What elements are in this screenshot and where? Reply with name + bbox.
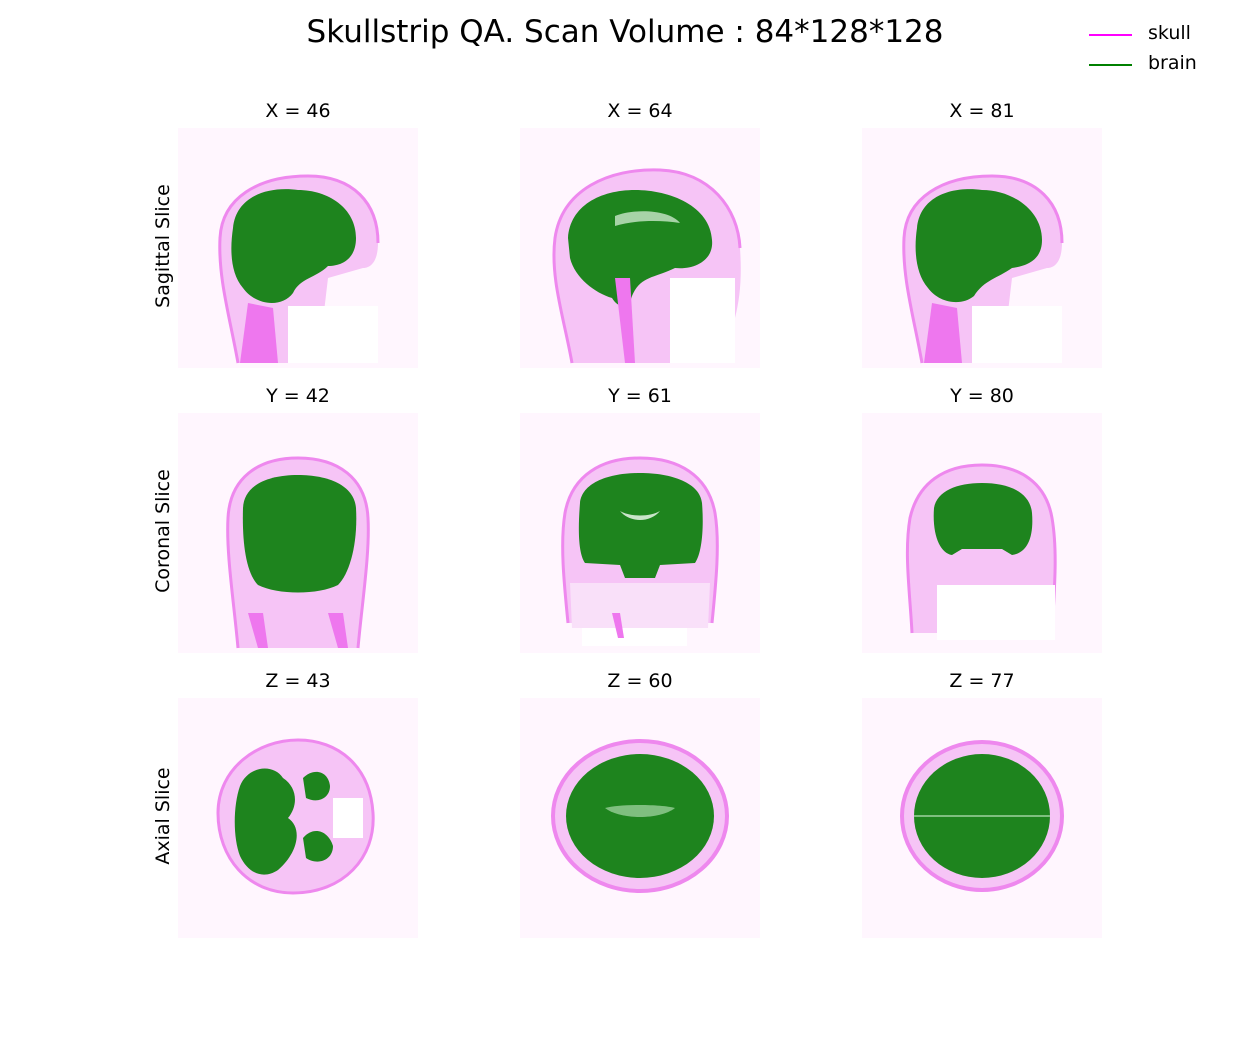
coronal-slice-y42: [178, 413, 418, 653]
panel-title-y61: Y = 61: [608, 385, 672, 407]
row-label-sagittal: Sagittal Slice: [152, 184, 174, 308]
panel-title-z77: Z = 77: [949, 670, 1015, 692]
row-label-coronal: Coronal Slice: [152, 469, 174, 593]
panel-title-y80: Y = 80: [950, 385, 1014, 407]
panel-title-y42: Y = 42: [266, 385, 330, 407]
figure-title: Skullstrip QA. Scan Volume : 84*128*128: [306, 14, 944, 50]
legend-item-skull: skull: [1086, 22, 1236, 48]
legend-item-brain: brain: [1086, 52, 1236, 78]
coronal-slice-y61: [520, 413, 760, 653]
axial-slice-z60: [520, 698, 760, 938]
row-label-axial: Axial Slice: [152, 767, 174, 865]
panel-title-x81: X = 81: [949, 100, 1015, 122]
panel-title-x46: X = 46: [265, 100, 331, 122]
legend-label-skull: skull: [1148, 22, 1191, 44]
sagittal-slice-x64: [520, 128, 760, 368]
skull-legend-line: [1089, 34, 1132, 36]
coronal-slice-y80: [862, 413, 1102, 653]
legend-label-brain: brain: [1148, 52, 1197, 74]
axial-slice-z43: [178, 698, 418, 938]
brain-legend-line: [1089, 64, 1132, 66]
panel-title-z60: Z = 60: [607, 670, 673, 692]
sagittal-slice-x81: [862, 128, 1102, 368]
panel-title-x64: X = 64: [607, 100, 673, 122]
panel-title-z43: Z = 43: [265, 670, 331, 692]
sagittal-slice-x46: [178, 128, 418, 368]
axial-slice-z77: [862, 698, 1102, 938]
